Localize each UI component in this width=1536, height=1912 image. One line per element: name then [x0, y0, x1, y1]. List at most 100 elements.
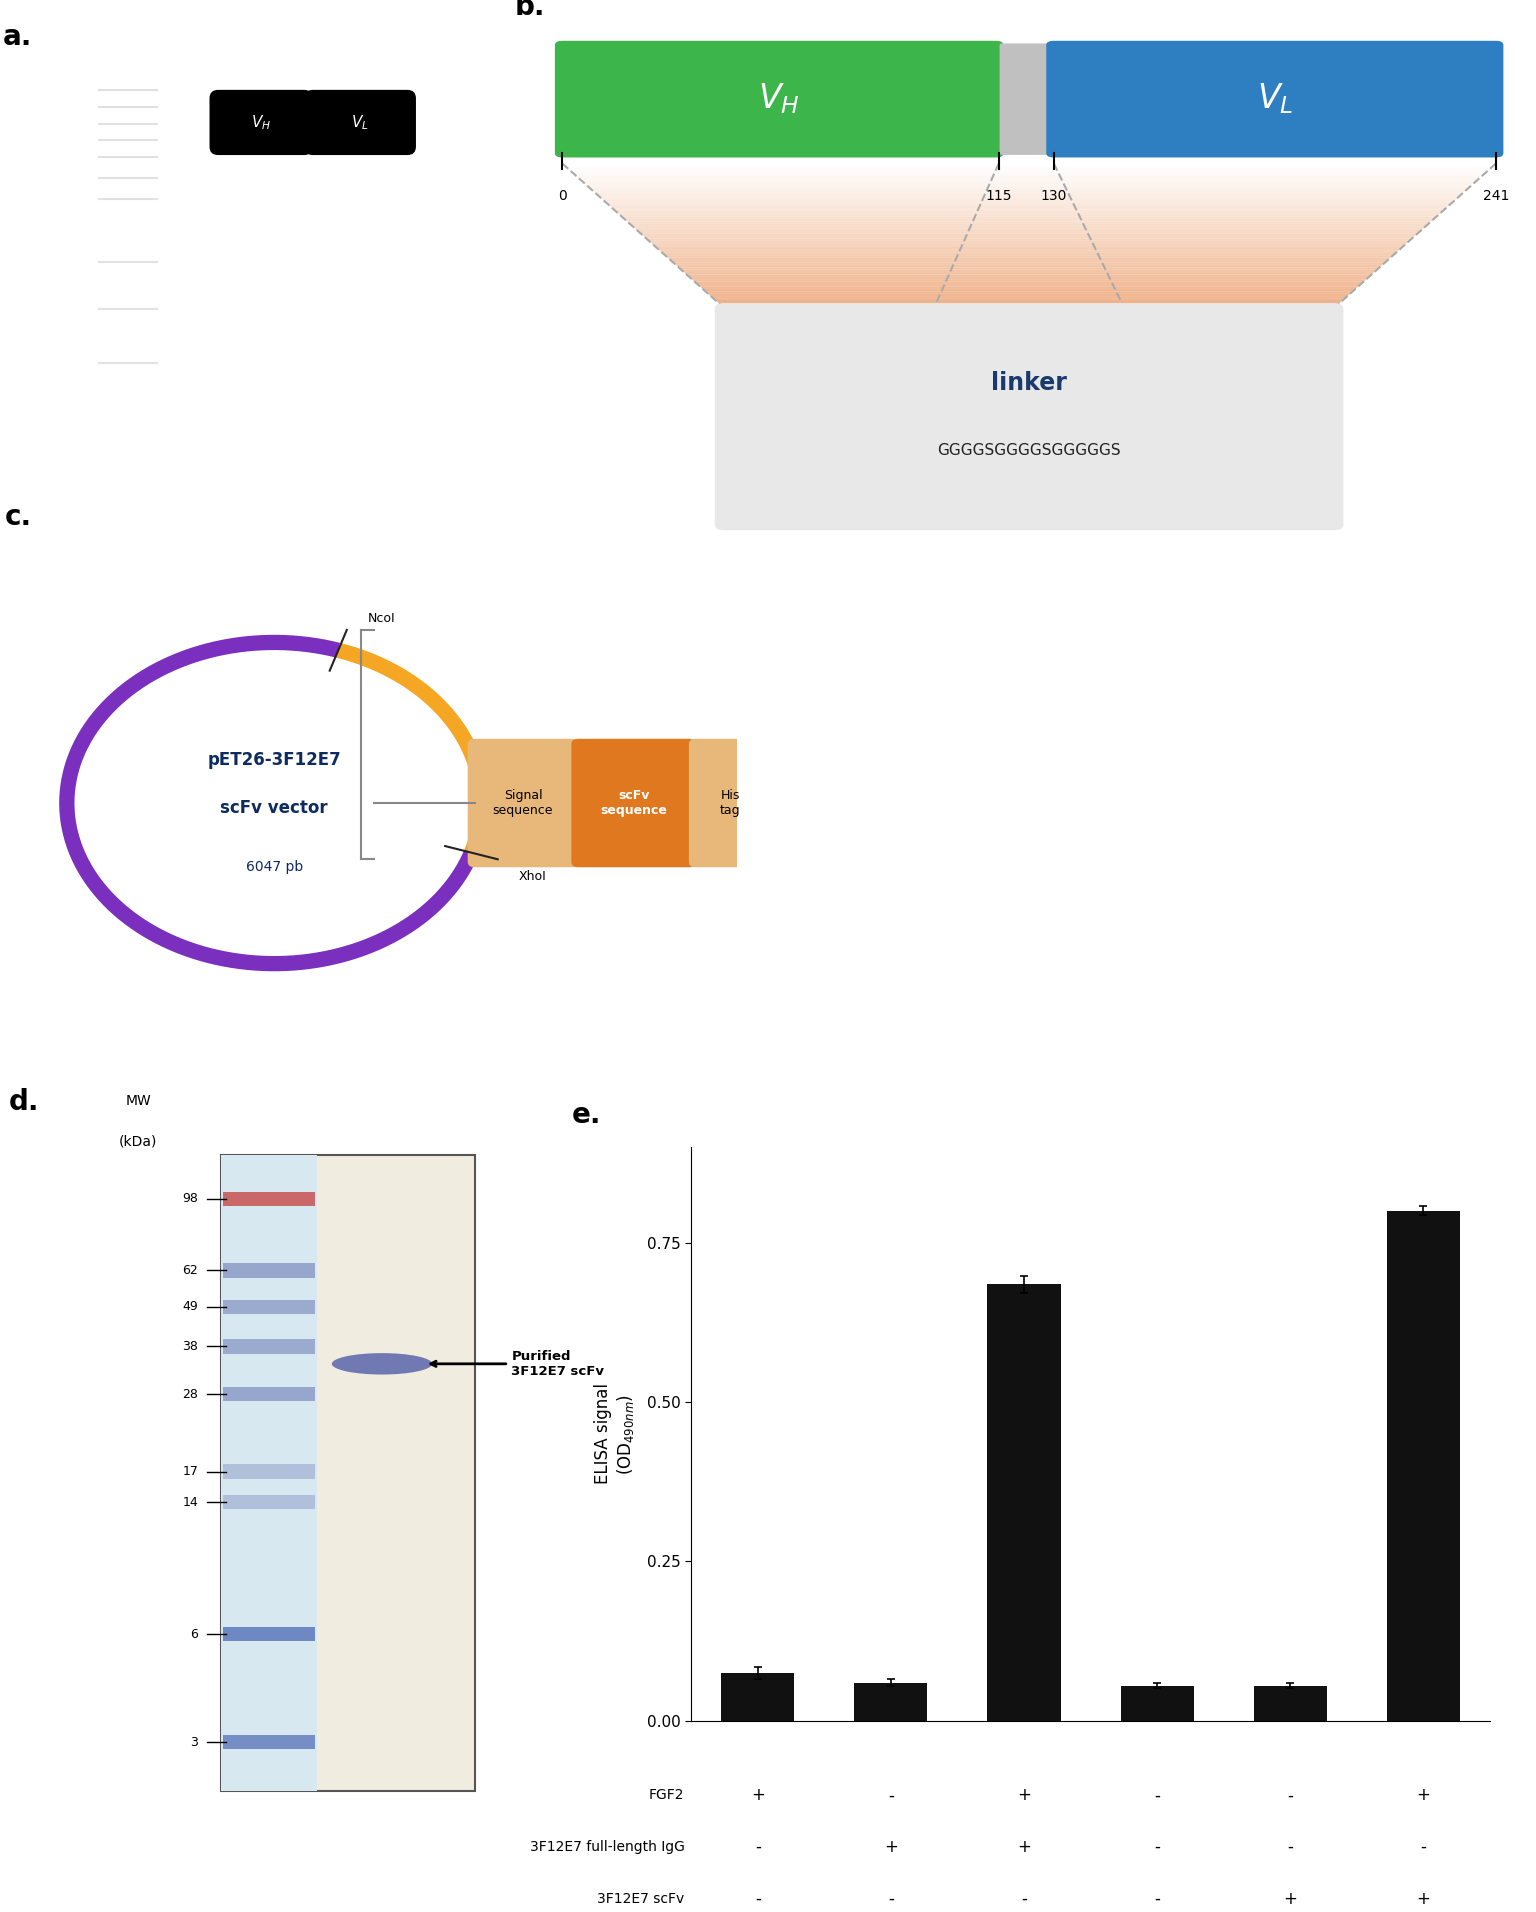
Polygon shape: [648, 241, 1410, 243]
Polygon shape: [598, 195, 1461, 197]
Text: +: +: [1283, 1889, 1298, 1908]
FancyBboxPatch shape: [1046, 40, 1504, 157]
Text: 3: 3: [190, 1736, 198, 1749]
Bar: [224, 1495, 315, 1509]
FancyBboxPatch shape: [688, 738, 771, 868]
Polygon shape: [647, 239, 1412, 241]
Polygon shape: [641, 233, 1418, 235]
Polygon shape: [630, 224, 1428, 226]
Text: FGF2: FGF2: [650, 1788, 685, 1803]
FancyBboxPatch shape: [714, 304, 1344, 530]
Polygon shape: [654, 245, 1404, 249]
FancyBboxPatch shape: [571, 738, 696, 868]
Y-axis label: ELISA signal
(OD$_{490 nm}$): ELISA signal (OD$_{490 nm}$): [594, 1384, 636, 1484]
Bar: [224, 1191, 315, 1206]
Polygon shape: [601, 197, 1458, 201]
Polygon shape: [614, 210, 1444, 212]
Polygon shape: [657, 249, 1401, 250]
FancyBboxPatch shape: [209, 90, 313, 155]
Polygon shape: [697, 285, 1361, 287]
Bar: [224, 1386, 315, 1401]
Text: -: -: [1287, 1786, 1293, 1805]
Text: a.: a.: [3, 23, 32, 50]
Text: -: -: [754, 1837, 760, 1857]
Text: scFv vector: scFv vector: [220, 799, 329, 818]
Polygon shape: [680, 270, 1378, 272]
Polygon shape: [611, 206, 1447, 210]
Bar: [221, 1155, 475, 1790]
Polygon shape: [633, 226, 1425, 229]
Bar: [221, 1155, 318, 1790]
Polygon shape: [625, 220, 1433, 222]
Bar: [224, 1300, 315, 1314]
Text: $V_H$: $V_H$: [250, 113, 272, 132]
Polygon shape: [608, 205, 1450, 206]
Polygon shape: [590, 187, 1468, 189]
Text: (kDa): (kDa): [120, 1136, 157, 1149]
Text: -: -: [1154, 1837, 1160, 1857]
Text: His
tag: His tag: [720, 790, 740, 816]
Text: NcoI: NcoI: [367, 612, 395, 625]
Text: -: -: [888, 1889, 894, 1908]
Text: 0: 0: [558, 189, 567, 203]
Text: -: -: [888, 1786, 894, 1805]
Polygon shape: [579, 178, 1479, 180]
Bar: [988, 1285, 1061, 1721]
Text: -: -: [1154, 1889, 1160, 1908]
Polygon shape: [587, 185, 1471, 187]
Polygon shape: [622, 216, 1436, 220]
Polygon shape: [690, 277, 1369, 279]
Text: +: +: [751, 1786, 765, 1805]
Text: -: -: [1421, 1837, 1427, 1857]
Bar: [224, 1262, 315, 1277]
Polygon shape: [668, 258, 1390, 260]
Polygon shape: [711, 296, 1347, 298]
Bar: [224, 1465, 315, 1480]
Text: -: -: [1154, 1786, 1160, 1805]
Polygon shape: [705, 291, 1353, 294]
Polygon shape: [644, 235, 1415, 239]
Text: $V_L$: $V_L$: [352, 113, 369, 132]
Text: 28: 28: [183, 1388, 198, 1401]
Polygon shape: [651, 243, 1407, 245]
Polygon shape: [565, 166, 1493, 168]
Polygon shape: [679, 268, 1379, 270]
Text: pET26-3F12E7: pET26-3F12E7: [207, 751, 341, 769]
Text: d.: d.: [9, 1088, 40, 1117]
Polygon shape: [673, 262, 1385, 266]
Text: +: +: [1017, 1837, 1031, 1857]
Bar: [1387, 1210, 1459, 1721]
Polygon shape: [662, 252, 1396, 254]
Text: 400: 400: [68, 199, 89, 212]
Text: linker: linker: [991, 371, 1068, 396]
Polygon shape: [581, 180, 1478, 184]
Polygon shape: [616, 212, 1442, 214]
Text: (pb): (pb): [117, 75, 140, 84]
Polygon shape: [693, 279, 1366, 281]
Polygon shape: [670, 260, 1389, 262]
Ellipse shape: [321, 218, 407, 252]
Text: 3F12E7 scFv: 3F12E7 scFv: [598, 1891, 685, 1906]
Text: -: -: [1287, 1837, 1293, 1857]
Text: 38: 38: [183, 1340, 198, 1354]
Polygon shape: [636, 229, 1422, 231]
Polygon shape: [687, 275, 1372, 277]
Bar: [722, 1673, 794, 1721]
Text: Signal
sequence: Signal sequence: [493, 790, 553, 816]
Text: 130: 130: [1041, 189, 1068, 203]
Polygon shape: [684, 272, 1375, 275]
Text: Purified
3F12E7 scFv: Purified 3F12E7 scFv: [432, 1350, 605, 1379]
Text: +: +: [1416, 1786, 1430, 1805]
Text: 17: 17: [183, 1465, 198, 1478]
Ellipse shape: [332, 1354, 432, 1375]
Bar: [224, 1338, 315, 1354]
Polygon shape: [627, 222, 1432, 224]
Text: b.: b.: [515, 0, 545, 21]
Polygon shape: [708, 294, 1350, 296]
Polygon shape: [568, 168, 1490, 170]
Text: +: +: [1416, 1889, 1430, 1908]
Text: $V_L$: $V_L$: [1256, 82, 1293, 117]
Text: 62: 62: [183, 1264, 198, 1277]
Text: 241: 241: [1482, 189, 1508, 203]
Polygon shape: [703, 289, 1355, 291]
